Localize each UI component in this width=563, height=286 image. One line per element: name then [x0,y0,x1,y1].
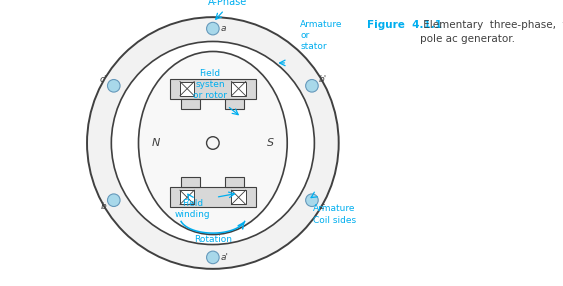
Bar [231,82,246,96]
Bar [181,177,200,187]
Text: c: c [319,202,324,211]
Circle shape [306,80,318,92]
Bar [180,190,194,204]
Bar [170,79,256,99]
Circle shape [306,194,318,206]
Text: Armature
or
stator: Armature or stator [300,20,343,51]
Bar [180,82,194,96]
Text: Field
systen
or rotor: Field systen or rotor [193,69,227,100]
Text: A-Phase: A-Phase [208,0,247,7]
Bar [231,190,246,204]
Text: Field
winding: Field winding [175,199,211,219]
Text: Rotation: Rotation [194,235,232,243]
Text: a': a' [221,253,229,262]
Circle shape [207,251,219,264]
Circle shape [111,41,314,245]
Text: S: S [266,138,274,148]
Bar [181,99,200,109]
Text: Elementary  three-phase,  two-
pole ac generator.: Elementary three-phase, two- pole ac gen… [420,20,563,44]
Bar [170,187,256,207]
Text: c': c' [99,75,106,84]
Bar [225,99,244,109]
Circle shape [87,17,339,269]
Bar [225,177,244,187]
Text: Armature
Coil sides: Armature Coil sides [313,204,356,225]
Text: Figure  4.1.1: Figure 4.1.1 [367,20,443,30]
Text: b: b [101,202,106,211]
Circle shape [108,80,120,92]
Circle shape [108,194,120,206]
Ellipse shape [138,51,287,235]
Text: a: a [221,24,226,33]
Circle shape [207,22,219,35]
Text: N: N [151,138,160,148]
Text: b': b' [319,75,327,84]
